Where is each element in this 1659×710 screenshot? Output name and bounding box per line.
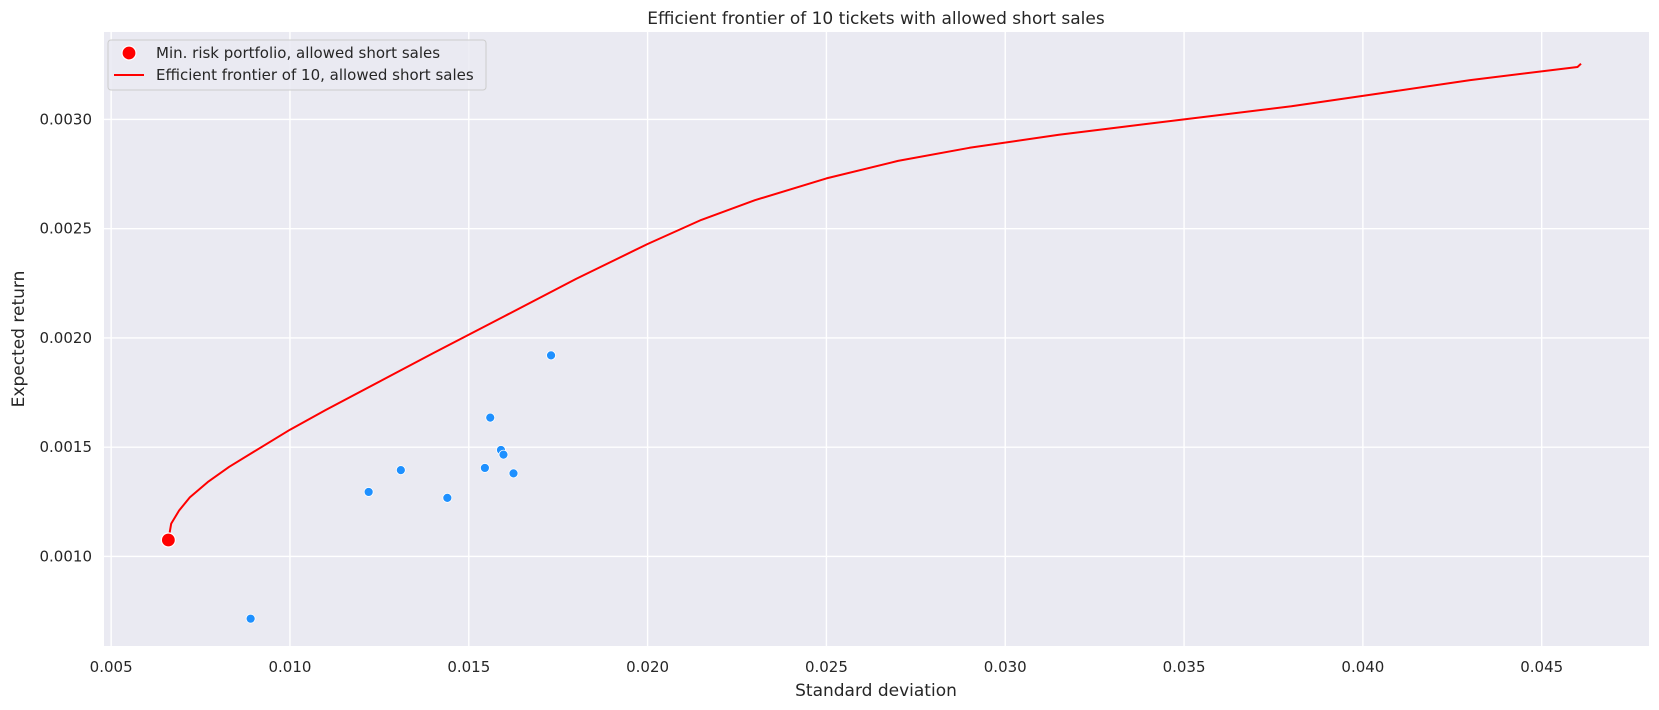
grid-lines (104, 32, 1649, 646)
ticker-point (546, 350, 556, 361)
x-tick-label: 0.035 (1163, 658, 1206, 676)
x-tick-label: 0.015 (447, 658, 490, 676)
legend-box (107, 39, 487, 91)
y-axis-label: Expected return (9, 271, 29, 408)
ticker-point (479, 463, 490, 473)
x-tick-label: 0.045 (1520, 658, 1563, 676)
y-tick-label: 0.0030 (40, 110, 93, 128)
ticker-point (508, 468, 519, 479)
chart-title: Efficient frontier of 10 tickets with al… (647, 9, 1105, 29)
y-tick-labels: 0.0010 0.0015 0.0020 0.0025 0.0030 (40, 110, 93, 565)
ticker-point (442, 492, 453, 503)
x-tick-labels: 0.005 0.010 0.015 0.020 0.025 0.030 0.035 0.040… (90, 658, 1564, 676)
ticker-points (245, 350, 556, 624)
legend-frontier-label: Efficient frontier of 10, allowed short … (156, 66, 474, 84)
frontier-layer (167, 62, 1582, 541)
x-tick-label: 0.020 (626, 658, 669, 676)
y-tick-label: 0.0010 (40, 547, 93, 565)
x-axis-label: Standard deviation (795, 681, 957, 701)
ticker-point (245, 613, 256, 624)
min-risk-point (160, 532, 176, 548)
plot-area (104, 32, 1649, 646)
y-tick-label: 0.0020 (40, 329, 93, 347)
min-risk-layer (160, 532, 176, 548)
legend: Min. risk portfolio, allowed short sales… (107, 39, 487, 91)
y-tick-label: 0.0025 (40, 220, 93, 238)
x-tick-label: 0.005 (90, 658, 133, 676)
y-tick-label: 0.0015 (40, 438, 93, 456)
x-tick-label: 0.025 (805, 658, 848, 676)
ticker-point (395, 465, 406, 476)
legend-min-risk-label: Min. risk portfolio, allowed short sales (156, 44, 440, 62)
x-tick-label: 0.010 (268, 658, 311, 676)
x-tick-label: 0.040 (1341, 658, 1384, 676)
ticker-point (363, 487, 374, 497)
ticker-point (485, 412, 496, 423)
x-tick-label: 0.030 (984, 658, 1027, 676)
frontier-line (167, 62, 1582, 541)
legend-min-risk-marker (121, 45, 137, 61)
ticker-point (498, 449, 509, 460)
